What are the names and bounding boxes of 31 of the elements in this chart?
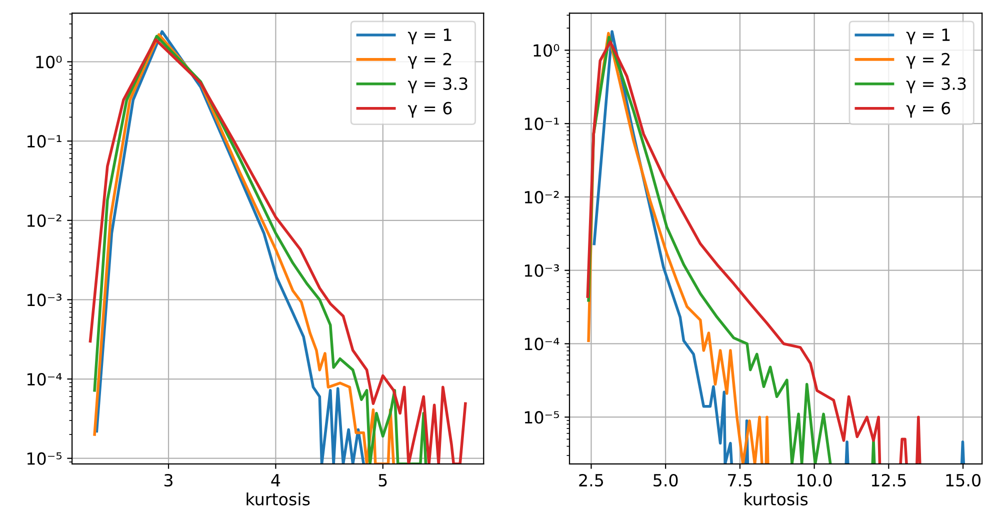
legend-label: γ = 6	[906, 102, 950, 118]
x-tick-label: 7.5	[728, 474, 752, 487]
x-axis-title: kurtosis	[744, 492, 808, 506]
legend-label: γ = 1	[408, 28, 452, 44]
x-tick-label: 5.0	[654, 474, 678, 487]
x-tick-label: 5	[378, 474, 387, 487]
y-tick-label: 10⁻³	[524, 264, 559, 277]
x-tick-label: 2.5	[579, 474, 604, 487]
y-tick-label: 10⁻²	[524, 190, 559, 204]
legend-label: γ = 3.3	[906, 77, 966, 94]
y-tick-label: 10⁻⁵	[524, 411, 559, 424]
y-tick-label: 10⁻⁴	[27, 372, 62, 386]
y-tick-label: 10⁻¹	[27, 135, 62, 148]
y-tick-label: 10⁰	[534, 44, 560, 57]
legend-label: γ = 1	[906, 28, 950, 44]
x-axis-title: kurtosis	[246, 492, 310, 506]
y-tick-label: 10⁻²	[27, 214, 62, 227]
y-tick-label: 10⁻³	[27, 294, 62, 306]
x-tick-label: 4	[271, 474, 280, 486]
legend-label: γ = 3.3	[408, 77, 468, 94]
y-tick-label: 10⁰	[36, 56, 62, 68]
legend-label: γ = 6	[408, 102, 452, 118]
legend-label: γ = 2	[408, 52, 452, 69]
x-tick-label: 10.0	[798, 474, 832, 487]
legend-label: γ = 2	[906, 52, 950, 69]
x-tick-label: 12.5	[872, 474, 906, 487]
x-tick-label: 3	[164, 474, 172, 487]
y-tick-label: 10⁻⁴	[524, 338, 560, 350]
x-tick-label: 15.0	[946, 474, 980, 487]
y-tick-label: 10⁻⁵	[27, 452, 62, 465]
y-tick-label: 10⁻¹	[524, 118, 559, 130]
